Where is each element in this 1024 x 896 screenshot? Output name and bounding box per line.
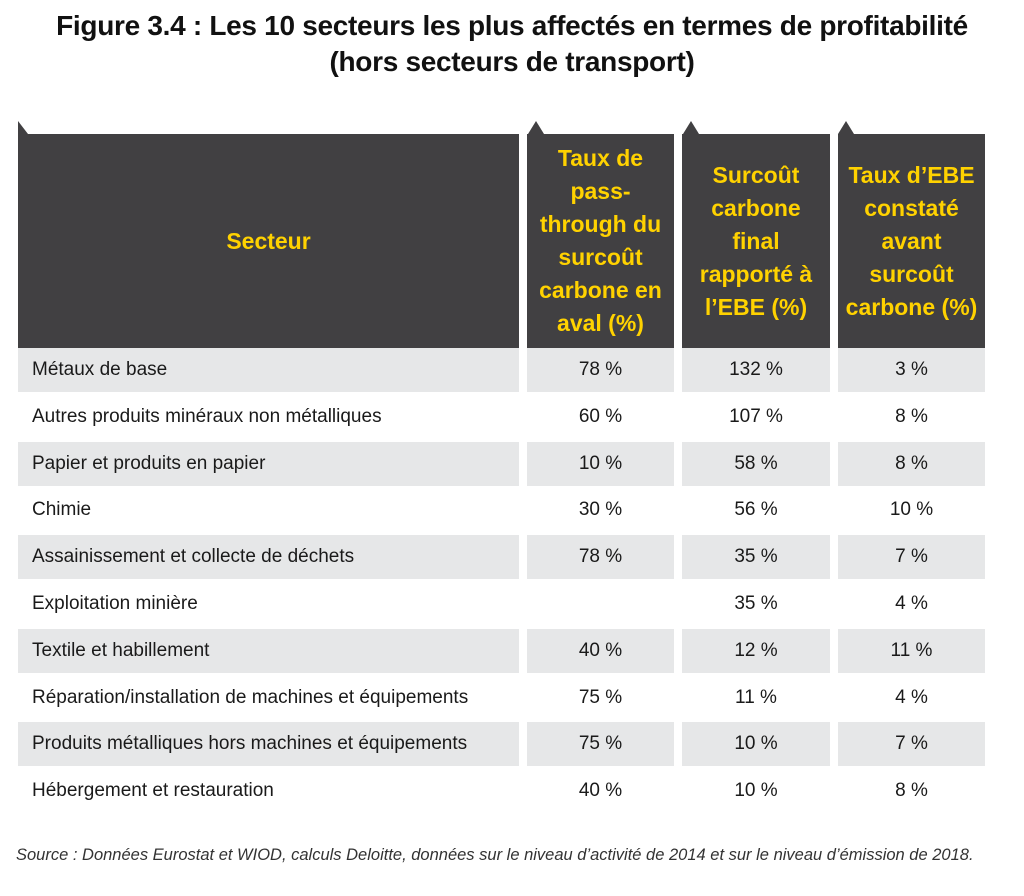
cell-ebe: 4 % [838, 582, 985, 626]
cell-pass-through: 40 % [527, 769, 674, 813]
cell-pass-through: 78 % [527, 535, 674, 579]
cell-surcout: 56 % [682, 488, 830, 532]
header-sector: Secteur [18, 134, 519, 348]
cell-pass-through: 78 % [527, 348, 674, 392]
cell-pass-through: 75 % [527, 722, 674, 766]
cell-surcout: 132 % [682, 348, 830, 392]
header-tab-ebe [838, 121, 854, 134]
cell-sector: Papier et produits en papier [18, 442, 519, 486]
cell-ebe: 3 % [838, 348, 985, 392]
cell-sector: Textile et habillement [18, 629, 519, 673]
header-ebe: Taux d’EBE constaté avant surcoût carbon… [838, 134, 985, 348]
cell-pass-through: 75 % [527, 676, 674, 720]
cell-sector: Métaux de base [18, 348, 519, 392]
cell-pass-through: 40 % [527, 629, 674, 673]
header-pass-through: Taux de pass-through du surcoût carbone … [527, 134, 674, 348]
header-tab-surcout [683, 121, 699, 134]
cell-ebe: 8 % [838, 442, 985, 486]
cell-surcout: 10 % [682, 769, 830, 813]
cell-surcout: 35 % [682, 535, 830, 579]
cell-sector: Autres produits minéraux non métalliques [18, 395, 519, 439]
cell-sector: Exploitation minière [18, 582, 519, 626]
cell-sector: Assainissement et collecte de déchets [18, 535, 519, 579]
cell-ebe: 11 % [838, 629, 985, 673]
figure-title-line-1: Figure 3.4 : Les 10 secteurs les plus af… [56, 10, 968, 41]
header-tab-pass-through [528, 121, 544, 134]
cell-ebe: 7 % [838, 722, 985, 766]
cell-pass-through: 10 % [527, 442, 674, 486]
cell-surcout: 11 % [682, 676, 830, 720]
figure-title-line-2: (hors secteurs de transport) [329, 46, 695, 77]
cell-ebe: 8 % [838, 769, 985, 813]
cell-surcout: 10 % [682, 722, 830, 766]
cell-pass-through: 60 % [527, 395, 674, 439]
cell-surcout: 58 % [682, 442, 830, 486]
cell-sector: Réparation/installation de machines et é… [18, 676, 519, 720]
figure-title: Figure 3.4 : Les 10 secteurs les plus af… [0, 8, 1024, 80]
cell-sector: Chimie [18, 488, 519, 532]
cell-sector: Produits métalliques hors machines et éq… [18, 722, 519, 766]
cell-ebe: 10 % [838, 488, 985, 532]
header-surcout: Surcoût carbone final rapporté à l’EBE (… [682, 134, 830, 348]
cell-surcout: 35 % [682, 582, 830, 626]
cell-ebe: 4 % [838, 676, 985, 720]
cell-pass-through: 30 % [527, 488, 674, 532]
cell-sector: Hébergement et restauration [18, 769, 519, 813]
cell-surcout: 12 % [682, 629, 830, 673]
cell-ebe: 8 % [838, 395, 985, 439]
cell-pass-through [527, 582, 674, 626]
cell-surcout: 107 % [682, 395, 830, 439]
cell-ebe: 7 % [838, 535, 985, 579]
header-tab-sector [18, 121, 28, 134]
source-note: Source : Données Eurostat et WIOD, calcu… [16, 846, 974, 864]
